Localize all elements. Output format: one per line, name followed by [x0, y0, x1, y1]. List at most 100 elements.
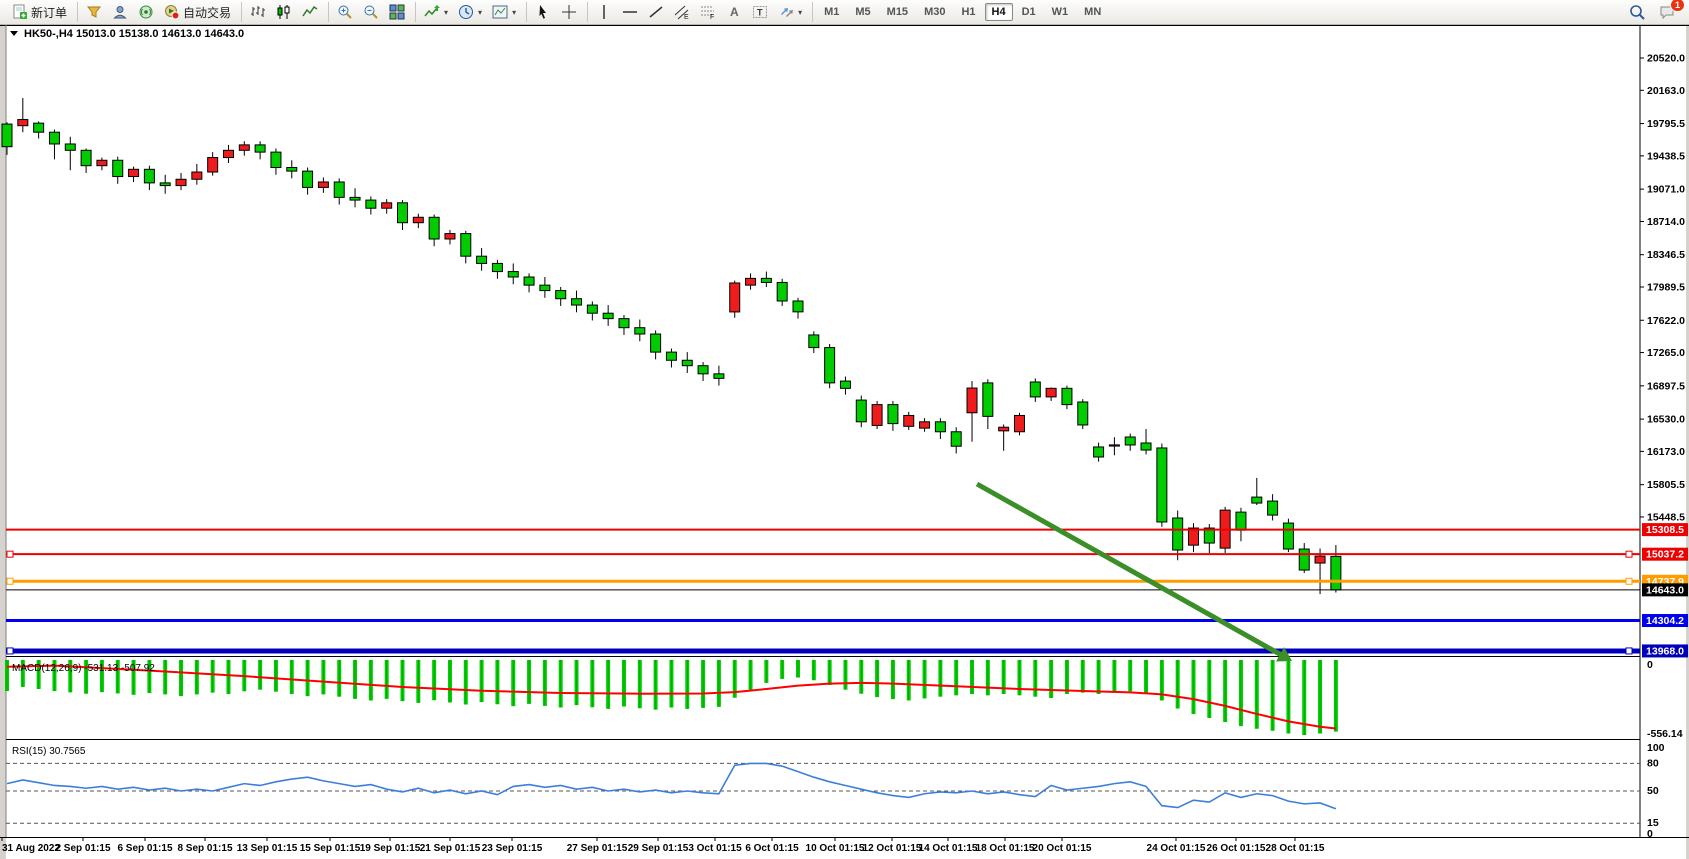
tile-windows-button[interactable]	[385, 2, 409, 22]
candle	[1108, 444, 1120, 447]
template-button[interactable]: ▾	[488, 2, 520, 22]
timeframe-m15[interactable]: M15	[886, 6, 909, 18]
line-chart-button[interactable]	[298, 2, 322, 22]
candle	[317, 181, 329, 188]
hline-button[interactable]	[618, 2, 642, 22]
chart-canvas[interactable]: 20520.0 20163.0 19795.5 19438.5 19071.0 18714…	[0, 25, 1689, 859]
candle	[903, 414, 915, 427]
fibonacci-button[interactable]: F	[696, 2, 720, 22]
trend-arrow[interactable]	[975, 481, 1285, 659]
zoom-out-icon	[364, 5, 378, 19]
timeframe-h1[interactable]: H1	[961, 6, 976, 18]
candle	[681, 359, 693, 367]
notification-badge: 1	[1669, 0, 1685, 12]
time-tick-label: 20 Oct 01:15	[1033, 843, 1092, 854]
candle	[586, 304, 598, 314]
profile-button[interactable]	[108, 2, 132, 22]
rsi-line	[6, 762, 1337, 810]
candlestick-icon	[277, 5, 290, 19]
timeframe-d1[interactable]: D1	[1021, 6, 1036, 18]
broadcast-button[interactable]	[134, 2, 158, 22]
line-handle[interactable]	[1625, 577, 1633, 585]
autotrade-button[interactable]: 自动交易	[160, 2, 235, 23]
trend-arrow-head[interactable]	[1276, 647, 1292, 662]
timeframe-w1[interactable]: W1	[1051, 6, 1069, 18]
candle	[1172, 517, 1184, 551]
left-window-edge	[0, 25, 6, 859]
time-tick-label: 3 Oct 01:15	[688, 843, 742, 854]
text-button[interactable]: A	[722, 2, 746, 22]
rsi-level-label: 50	[1647, 785, 1659, 797]
candle	[128, 168, 140, 178]
trendline-button[interactable]	[644, 2, 668, 22]
search-icon	[1630, 5, 1645, 20]
price-line-label-box	[1642, 547, 1688, 561]
chart-window[interactable]: 20520.0 20163.0 19795.5 19438.5 19071.0 18714…	[0, 25, 1689, 859]
indicators-button[interactable]: ▾	[420, 2, 452, 22]
bar-chart-button[interactable]	[246, 2, 270, 22]
line-handle[interactable]	[1625, 647, 1633, 655]
fibonacci-icon: F	[701, 6, 714, 20]
symbol-dropdown-icon[interactable]	[10, 31, 18, 36]
timeframe-h4[interactable]: H4	[984, 3, 1013, 21]
candle	[1330, 555, 1342, 591]
shapes-button[interactable]: ▾	[774, 2, 806, 22]
funnel-button[interactable]	[82, 2, 106, 22]
zoom-out-button[interactable]	[359, 2, 383, 22]
vline-icon	[603, 5, 605, 19]
time-tick-label: 19 Sep 01:15	[360, 843, 421, 854]
toolbar-group	[526, 2, 585, 22]
crosshair-button[interactable]	[557, 2, 581, 22]
timeframe-m30[interactable]: M30	[924, 6, 946, 18]
toolbar-button-label: 自动交易	[183, 5, 232, 20]
time-tick-label: 15 Sep 01:15	[300, 843, 361, 854]
candle	[729, 282, 741, 313]
candle	[238, 144, 250, 151]
chevron-down-icon[interactable]: ▾	[798, 7, 803, 17]
candlestick-button[interactable]	[272, 2, 296, 22]
line-handle[interactable]	[6, 550, 14, 558]
candle	[191, 171, 203, 180]
cursor-button[interactable]	[531, 2, 555, 22]
candle	[207, 157, 219, 173]
timeframe-mn[interactable]: MN	[1084, 6, 1102, 18]
line-handle[interactable]	[6, 647, 14, 655]
chat-button[interactable]: 1	[1655, 0, 1685, 22]
label-button[interactable]: T	[748, 2, 772, 22]
line-handle[interactable]	[1625, 550, 1633, 558]
chart-background[interactable]	[0, 25, 1689, 859]
toolbar: 新订单 自动交易 ▾ ▾ ▾ E F A T ▾ M1 M5 M15 M30 H1 H4 D1 W1 MN 1	[0, 0, 1689, 25]
price-line-label: 15037.2	[1646, 549, 1684, 561]
candle	[539, 284, 551, 292]
new-order-button[interactable]: 新订单	[8, 2, 71, 23]
channel-button[interactable]: E	[670, 2, 694, 22]
time-tick-label: 29 Sep 01:15	[628, 843, 689, 854]
candle	[1, 123, 13, 148]
chevron-down-icon[interactable]: ▾	[478, 7, 483, 17]
macd-indicator-label: MACD(12,26,9) -531.13 -507.92	[12, 663, 155, 674]
candle	[96, 159, 108, 167]
timeframe-m5[interactable]: M5	[855, 6, 871, 18]
autotrade-icon	[165, 5, 180, 20]
price-line-label: 14643.0	[1646, 584, 1684, 596]
vline-button[interactable]	[592, 2, 616, 22]
search-button[interactable]	[1625, 2, 1649, 22]
line-handle[interactable]	[6, 577, 14, 585]
candle	[397, 202, 408, 224]
timeframe-m1[interactable]: M1	[824, 6, 840, 18]
zoom-in-button[interactable]	[333, 2, 357, 22]
candle	[302, 170, 314, 188]
chevron-down-icon[interactable]: ▾	[444, 7, 449, 17]
candle	[523, 276, 535, 286]
candle	[1188, 527, 1199, 546]
svg-text:T: T	[757, 8, 763, 18]
periods-button[interactable]: ▾	[454, 2, 486, 22]
price-tick-label: 19438.5	[1647, 150, 1685, 162]
candle	[333, 181, 345, 198]
chevron-down-icon[interactable]: ▾	[512, 7, 517, 17]
candle	[1314, 555, 1326, 564]
time-tick-label: 12 Oct 01:15	[863, 843, 922, 854]
price-tick-label: 20163.0	[1647, 85, 1685, 97]
macd-min-label: -556.14	[1647, 728, 1683, 740]
price-tick-label: 20520.0	[1647, 53, 1685, 65]
